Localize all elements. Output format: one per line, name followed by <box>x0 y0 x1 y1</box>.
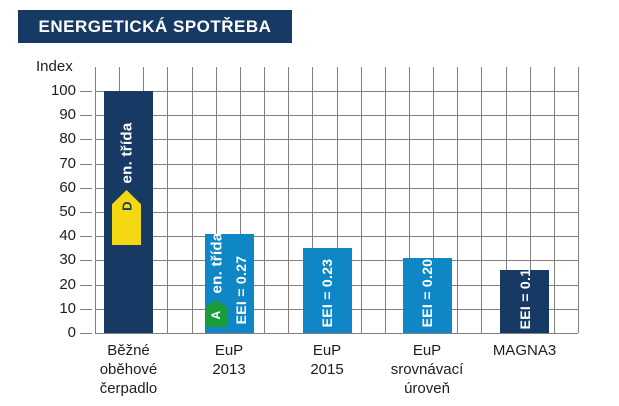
x-axis-label: EuP 2013 <box>212 342 246 378</box>
chart-title: ENERGETICKÁ SPOTŘEBA <box>38 16 272 36</box>
energy-class-letter-a: A <box>208 310 223 320</box>
eei-label: EEI = 0.20 <box>419 258 435 328</box>
gridline-vertical <box>312 67 314 333</box>
y-axis-tick-label: 90 <box>59 106 76 124</box>
y-axis-tick-label: 60 <box>59 178 76 196</box>
gridline-horizontal <box>95 91 578 92</box>
bar <box>500 270 549 333</box>
energy-class-label: en. třída <box>208 232 226 294</box>
energy-class-label: en. třída <box>118 122 136 184</box>
y-axis-tick <box>80 236 92 238</box>
gridline-horizontal <box>95 139 578 141</box>
gridline-horizontal <box>95 333 578 334</box>
y-axis-tick <box>80 187 92 189</box>
y-axis-tick-label: 30 <box>59 251 76 269</box>
chart-title-band: ENERGETICKÁ SPOTŘEBA <box>18 10 292 43</box>
gridline-horizontal <box>95 187 578 189</box>
gridline-vertical <box>336 67 338 333</box>
gridline-vertical <box>360 67 362 333</box>
gridline-vertical <box>578 67 579 333</box>
x-axis-label: Běžné oběhové čerpadlo <box>99 342 158 397</box>
y-axis-tick <box>80 139 92 141</box>
gridline-horizontal <box>95 163 578 165</box>
gridline-vertical <box>239 67 241 333</box>
gridline-horizontal <box>95 236 578 238</box>
y-axis-tick-label: 70 <box>59 154 76 172</box>
gridline-horizontal <box>95 115 578 117</box>
gridline-vertical <box>408 67 410 333</box>
y-axis-title: Index <box>36 58 73 75</box>
energy-class-letter-d: D <box>119 201 134 211</box>
y-axis-tick-label: 50 <box>59 203 76 220</box>
y-axis-tick <box>80 115 92 117</box>
gridline-vertical <box>433 67 435 333</box>
eei-label: EEI = 0.27 <box>232 255 249 325</box>
gridline-vertical <box>215 67 217 333</box>
gridline-vertical <box>529 67 531 333</box>
y-axis-tick <box>80 308 92 310</box>
y-axis-tick <box>80 91 92 92</box>
y-axis-tick-label: 20 <box>59 275 76 293</box>
y-axis-tick <box>80 163 92 165</box>
gridline-vertical <box>167 67 169 333</box>
energy-class-arrow-a <box>205 300 227 327</box>
y-axis-tick-label: 0 <box>67 324 76 341</box>
bar <box>302 248 352 333</box>
gridline-vertical <box>191 67 193 333</box>
eei-label: EEI = 0.23 <box>319 258 335 328</box>
x-axis-label: EuP srovnávací úroveň <box>390 342 464 397</box>
gridline-vertical <box>481 67 483 333</box>
y-axis-tick <box>80 212 92 213</box>
gridline-vertical <box>505 67 507 333</box>
y-axis-tick-label: 100 <box>50 82 76 99</box>
gridline-horizontal <box>95 212 578 213</box>
gridline-vertical <box>553 67 555 333</box>
gridline-vertical <box>288 67 290 333</box>
y-axis-tick-label: 10 <box>59 299 76 317</box>
y-axis-tick-label: 40 <box>59 227 76 245</box>
y-axis-tick-label: 80 <box>59 130 76 148</box>
y-axis-tick <box>80 333 92 334</box>
gridline-vertical <box>384 67 386 333</box>
y-axis-tick <box>80 284 92 286</box>
x-axis-label: MAGNA3 <box>492 342 557 359</box>
gridline-vertical <box>95 67 96 333</box>
gridline-vertical <box>457 67 459 333</box>
y-axis-tick <box>80 260 92 262</box>
x-axis-label: EuP 2015 <box>310 342 344 378</box>
gridline-vertical <box>264 67 266 333</box>
eei-label: EEI = 0.17 <box>516 260 533 330</box>
bar <box>402 257 452 333</box>
